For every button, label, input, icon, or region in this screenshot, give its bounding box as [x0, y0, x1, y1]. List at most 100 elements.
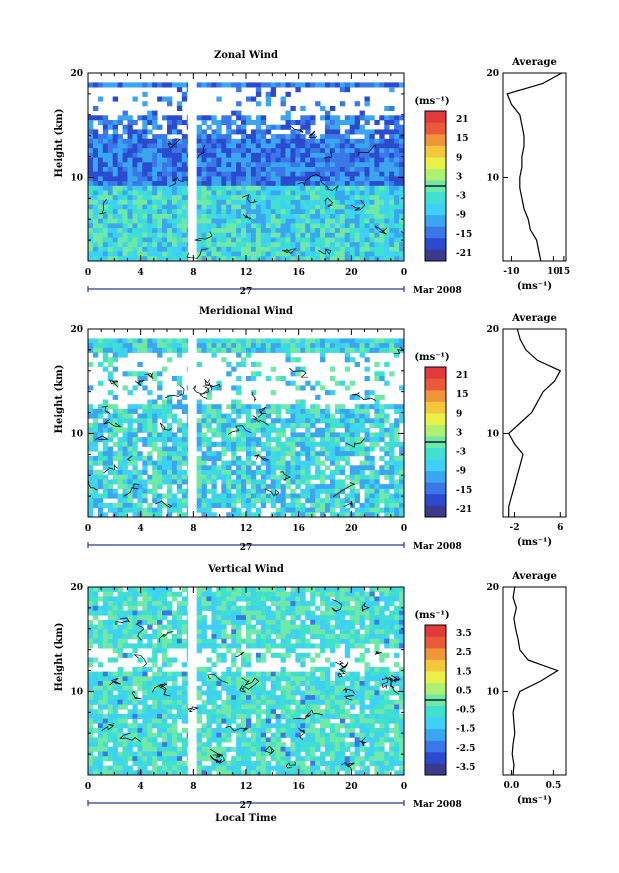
heatmap-cell	[339, 681, 346, 687]
heatmap-cell	[295, 185, 301, 191]
colorbar-segment	[425, 493, 446, 506]
heatmap-cell	[236, 167, 242, 173]
heatmap-cell	[339, 423, 346, 429]
heatmap-cell	[305, 460, 311, 466]
heatmap-cell	[295, 237, 301, 243]
heatmap-cell	[226, 124, 232, 130]
heatmap-cell	[295, 507, 301, 513]
heatmap-cell	[305, 685, 311, 691]
heatmap-cell	[122, 343, 128, 349]
heatmap-cell	[137, 204, 143, 210]
heatmap-cell	[221, 167, 227, 173]
heatmap-cell	[384, 427, 390, 433]
heatmap-cell	[315, 619, 321, 625]
heatmap-cell	[265, 470, 272, 476]
contour-line	[318, 248, 332, 255]
heatmap-cell	[265, 157, 272, 163]
heatmap-cell	[250, 418, 257, 424]
heatmap-cell	[364, 610, 370, 616]
heatmap-cell	[211, 451, 217, 457]
heatmap-cell	[344, 167, 351, 173]
heatmap-cell	[171, 479, 178, 485]
heatmap-cell	[369, 347, 375, 353]
heatmap-cell	[132, 209, 138, 215]
heatmap-cell	[399, 441, 405, 447]
heatmap-cell	[295, 596, 301, 602]
heatmap-cell	[201, 441, 207, 447]
heatmap-cell	[300, 451, 306, 457]
heatmap-cell	[196, 199, 202, 205]
heatmap-cell	[226, 498, 232, 504]
heatmap-cell	[171, 502, 178, 508]
heatmap-cell	[211, 502, 217, 508]
heatmap-cell	[142, 134, 148, 140]
heatmap-cell	[211, 591, 217, 597]
heatmap-cell	[241, 690, 247, 696]
heatmap-cell	[97, 246, 104, 252]
heatmap-cell	[88, 214, 94, 220]
heatmap-cell	[196, 441, 202, 447]
heatmap-cell	[102, 479, 109, 485]
heatmap-cell	[226, 619, 232, 625]
heatmap-cell	[152, 171, 158, 177]
heatmap-cell	[88, 610, 94, 616]
heatmap-cell	[127, 124, 133, 130]
heatmap-cell	[231, 605, 237, 611]
heatmap-cell	[290, 685, 296, 691]
heatmap-cell	[344, 427, 351, 433]
heatmap-cell	[137, 157, 143, 163]
heatmap-cell	[226, 404, 232, 410]
heatmap-cell	[152, 223, 158, 229]
heatmap-cell	[389, 629, 395, 635]
heatmap-cell	[152, 512, 158, 518]
heatmap-cell	[167, 423, 173, 429]
heatmap-cell	[364, 246, 370, 252]
heatmap-cell	[171, 120, 178, 126]
heatmap-cell	[325, 423, 331, 429]
heatmap-cell	[285, 176, 291, 182]
heatmap-cell	[255, 418, 262, 424]
heatmap-cell	[231, 624, 237, 630]
heatmap-cell	[152, 338, 158, 344]
heatmap-cell	[112, 138, 119, 144]
heatmap-cell	[102, 591, 109, 597]
heatmap-cell	[97, 181, 104, 187]
heatmap-cell	[142, 246, 148, 252]
heatmap-cell	[280, 157, 286, 163]
heatmap-cell	[107, 390, 114, 396]
heatmap-cell	[250, 361, 257, 367]
heatmap-cell	[384, 502, 390, 508]
heatmap-cell	[142, 176, 148, 182]
heatmap-cell	[231, 634, 237, 640]
heatmap-cell	[157, 343, 163, 349]
heatmap-cell	[107, 251, 114, 257]
heatmap-cell	[384, 488, 390, 494]
heatmap-cell	[142, 124, 148, 130]
heatmap-cell	[127, 507, 133, 513]
heatmap-cell	[364, 484, 370, 490]
heatmap-cell	[295, 143, 301, 149]
heatmap-cell	[265, 404, 272, 410]
heatmap-cell	[88, 685, 94, 691]
heatmap-cell	[147, 120, 153, 126]
heatmap-cell	[112, 190, 119, 196]
heatmap-cell	[221, 181, 227, 187]
heatmap-cell	[97, 120, 104, 126]
heatmap-cell	[295, 232, 301, 238]
heatmap-cell	[226, 162, 232, 168]
heatmap-cell	[112, 451, 119, 457]
heatmap-cell	[310, 385, 316, 391]
heatmap-cell	[379, 446, 385, 452]
heatmap-cell	[92, 343, 99, 349]
heatmap-cell	[334, 162, 341, 168]
heatmap-cell	[310, 181, 316, 187]
heatmap-cell	[399, 167, 405, 173]
heatmap-cell	[117, 246, 123, 252]
heatmap-cell	[250, 209, 257, 215]
heatmap-cell	[122, 643, 128, 649]
heatmap-cell	[231, 493, 237, 499]
heatmap-cell	[176, 460, 183, 466]
heatmap-cell	[275, 615, 281, 621]
heatmap-cell	[241, 357, 247, 363]
heatmap-cell	[349, 685, 356, 691]
